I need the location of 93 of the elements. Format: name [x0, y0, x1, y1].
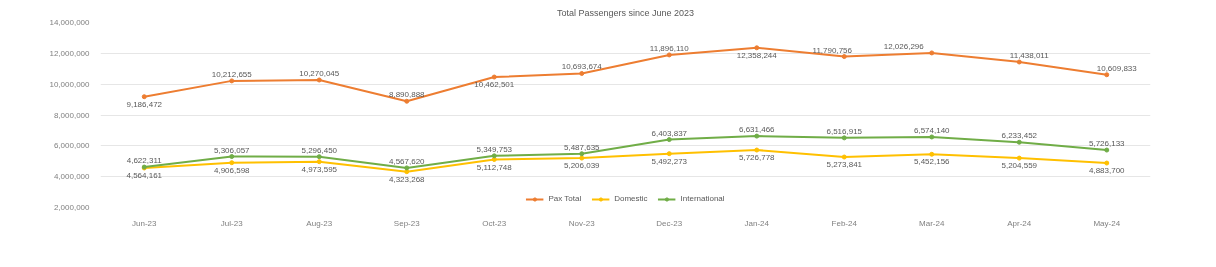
- data-label: 10,693,674: [561, 62, 603, 72]
- x-tick-label: Oct-23: [482, 218, 507, 228]
- point: [754, 45, 760, 51]
- data-label: 5,452,156: [913, 157, 951, 167]
- point: [666, 137, 672, 143]
- point: [841, 154, 847, 160]
- point: [579, 155, 585, 161]
- point: [316, 159, 322, 165]
- x-tick-label: Jun-23: [132, 218, 158, 228]
- x-tick-label: Mar-24: [919, 218, 945, 228]
- point: [491, 153, 497, 159]
- point: [754, 133, 760, 139]
- data-label: 5,204,559: [1001, 161, 1038, 171]
- data-label: 5,487,635: [563, 142, 601, 152]
- y-tick-label: 10,000,000: [49, 79, 91, 89]
- point: [141, 94, 147, 100]
- point: [229, 160, 235, 166]
- data-label: 5,296,450: [301, 145, 338, 155]
- point: [579, 70, 585, 76]
- data-label: 6,631,466: [738, 125, 776, 135]
- x-tick-label: Jan-24: [744, 218, 770, 228]
- x-tick-label: Jul-23: [220, 218, 244, 228]
- point: [1016, 59, 1022, 65]
- data-label: 5,112,748: [476, 162, 513, 172]
- legend-label: Domestic: [614, 194, 648, 203]
- point: [404, 98, 410, 104]
- data-label: 10,212,655: [211, 69, 253, 79]
- data-label: 5,273,841: [826, 160, 863, 170]
- point: [929, 50, 935, 56]
- y-tick-label: 6,000,000: [53, 141, 91, 151]
- point: [229, 78, 235, 84]
- y-tick-label: 2,000,000: [53, 203, 91, 212]
- y-tick-label: 14,000,000: [49, 18, 91, 27]
- data-label: 11,790,756: [812, 45, 853, 55]
- y-tick-label: 8,000,000: [53, 110, 91, 120]
- x-tick-label: Sep-23: [393, 218, 421, 228]
- point: [929, 151, 935, 157]
- data-label: 8,890,888: [388, 90, 426, 100]
- x-tick-label: Dec-23: [656, 218, 683, 228]
- data-label: 6,516,915: [826, 126, 863, 136]
- data-label: 5,306,057: [213, 145, 251, 155]
- data-label: 11,438,011: [1009, 51, 1050, 60]
- point: [491, 157, 497, 163]
- point: [404, 165, 410, 171]
- data-label: 4,567,620: [388, 156, 426, 166]
- data-label: 10,609,833: [1096, 63, 1138, 73]
- data-label: 9,186,472: [126, 99, 163, 109]
- point: [1104, 160, 1110, 166]
- point: [1016, 155, 1022, 161]
- data-label: 6,403,837: [651, 128, 688, 138]
- data-label: 12,358,244: [736, 50, 778, 60]
- data-label: 10,270,045: [299, 69, 340, 78]
- data-label: 5,349,753: [476, 144, 513, 154]
- point: [841, 135, 847, 141]
- data-label: 12,026,296: [883, 41, 925, 51]
- data-label: 10,462,501: [474, 80, 515, 90]
- data-label: 4,622,311: [126, 156, 163, 166]
- chart-title: Total Passengers since June 2023: [556, 7, 695, 18]
- y-tick-label: 4,000,000: [53, 172, 91, 182]
- data-label: 4,906,598: [213, 165, 251, 175]
- data-label: 4,323,268: [388, 174, 426, 184]
- y-tick-label: 12,000,000: [49, 48, 91, 58]
- point: [666, 151, 672, 157]
- data-label: 6,233,452: [1001, 131, 1038, 141]
- legend-label: Pax Total: [548, 194, 582, 203]
- point: [666, 52, 672, 58]
- point: [579, 151, 585, 157]
- data-label: 4,883,700: [1088, 166, 1126, 176]
- point: [404, 169, 410, 175]
- point: [229, 154, 235, 160]
- point: [491, 74, 497, 80]
- legend-label: International: [680, 194, 725, 203]
- data-label: 5,206,039: [563, 161, 601, 171]
- point: [841, 54, 847, 60]
- x-tick-label: Feb-24: [831, 218, 858, 228]
- point: [1016, 139, 1022, 145]
- data-label: 6,574,140: [913, 125, 951, 135]
- data-label: 5,726,778: [738, 153, 776, 163]
- point: [316, 77, 322, 83]
- point: [316, 154, 322, 160]
- point: [929, 134, 935, 140]
- data-label: 4,973,595: [301, 164, 338, 174]
- data-label: 4,564,161: [126, 170, 163, 180]
- point: [1104, 147, 1110, 153]
- point: [1104, 72, 1110, 78]
- x-tick-label: May-24: [1093, 218, 1121, 228]
- x-tick-label: Apr-24: [1007, 218, 1032, 228]
- x-tick-label: Nov-23: [568, 218, 596, 228]
- data-label: 11,896,110: [649, 43, 690, 53]
- data-label: 5,726,133: [1088, 139, 1126, 149]
- point: [754, 147, 760, 153]
- x-tick-label: Aug-23: [306, 218, 333, 228]
- data-label: 5,492,273: [651, 156, 688, 166]
